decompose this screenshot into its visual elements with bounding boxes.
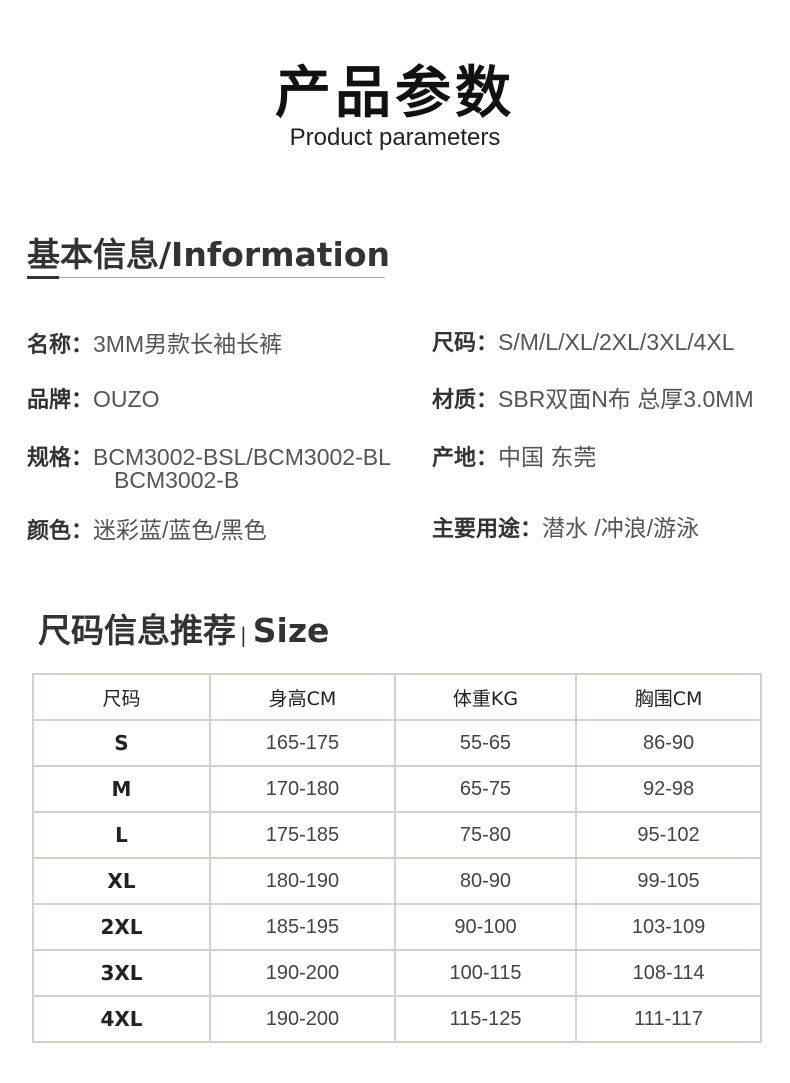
table-cell: 103-109 — [575, 903, 762, 951]
size-heading-en: Size — [252, 611, 330, 650]
size-heading-cn: 尺码信息推荐 — [38, 611, 236, 650]
table-row: 4XL 190-200 115-125 111-117 — [32, 995, 762, 1043]
table-row: 3XL 190-200 100-115 108-114 — [32, 949, 762, 997]
info-name: 名称：3MM男款长袖长裤 — [27, 325, 282, 359]
info-value: SBR双面N布 总厚3.0MM — [498, 386, 754, 412]
table-cell: 75-80 — [393, 811, 578, 859]
table-cell: 115-125 — [393, 995, 578, 1043]
table-cell: 2XL — [32, 903, 211, 951]
info-value: S/M/L/XL/2XL/3XL/4XL — [498, 329, 735, 355]
info-value: 潜水 /冲浪/游泳 — [542, 515, 700, 541]
table-row: L 175-185 75-80 95-102 — [32, 811, 762, 859]
info-value: 迷彩蓝/蓝色/黑色 — [93, 517, 267, 543]
table-cell: 185-195 — [209, 903, 396, 951]
table-cell: 3XL — [32, 949, 211, 997]
size-table: 尺码 身高CM 体重KG 胸围CM S 165-175 55-65 86-90 M 170… — [32, 673, 762, 1043]
page-subtitle: Product parameters — [289, 124, 501, 151]
table-cell: 92-98 — [575, 765, 762, 813]
table-row: S 165-175 55-65 86-90 — [32, 719, 762, 767]
table-cell: 99-105 — [575, 857, 762, 905]
info-sizes: 尺码：S/M/L/XL/2XL/3XL/4XL — [432, 325, 735, 357]
info-material: 材质：SBR双面N布 总厚3.0MM — [432, 380, 754, 414]
info-label: 品牌： — [27, 388, 94, 413]
table-row: XL 180-190 80-90 99-105 — [32, 857, 762, 905]
table-cell: 180-190 — [209, 857, 396, 905]
table-cell: 80-90 — [393, 857, 578, 905]
page-title: 产品参数 — [275, 61, 515, 126]
info-spec: 规格：BCM3002-BSL/BCM3002-BL — [27, 440, 391, 472]
table-cell: 100-115 — [393, 949, 578, 997]
info-value: OUZO — [93, 386, 160, 412]
info-color: 颜色：迷彩蓝/蓝色/黑色 — [27, 511, 267, 545]
table-cell: 190-200 — [209, 949, 396, 997]
table-cell: XL — [32, 857, 211, 905]
table-cell: 190-200 — [209, 995, 396, 1043]
table-cell: 65-75 — [393, 765, 578, 813]
info-label: 规格： — [27, 446, 94, 471]
column-header: 尺码 — [32, 673, 211, 721]
column-header: 体重KG — [393, 673, 578, 721]
size-heading-separator: | — [240, 623, 247, 647]
table-cell: 90-100 — [393, 903, 578, 951]
info-value: BCM3002-BSL/BCM3002-BL — [93, 444, 391, 470]
info-brand: 品牌：OUZO — [27, 382, 159, 414]
table-cell: L — [32, 811, 211, 859]
size-heading: 尺码信息推荐 | Size — [38, 604, 329, 652]
info-usage: 主要用途：潜水 /冲浪/游泳 — [432, 509, 699, 543]
info-label: 尺码： — [432, 331, 499, 356]
info-divider-accent — [27, 276, 59, 279]
table-cell: 165-175 — [209, 719, 396, 767]
info-label: 名称： — [27, 333, 94, 358]
table-cell: 170-180 — [209, 765, 396, 813]
info-label: 主要用途： — [432, 517, 543, 542]
table-cell: S — [32, 719, 211, 767]
table-cell: 86-90 — [575, 719, 762, 767]
table-cell: M — [32, 765, 211, 813]
info-origin: 产地：中国 东莞 — [432, 438, 596, 472]
info-label: 产地： — [432, 446, 499, 471]
column-header: 胸围CM — [575, 673, 762, 721]
table-cell: 111-117 — [575, 995, 762, 1043]
table-cell: 95-102 — [575, 811, 762, 859]
table-cell: 4XL — [32, 995, 211, 1043]
table-header-row: 尺码 身高CM 体重KG 胸围CM — [32, 673, 762, 721]
table-cell: 175-185 — [209, 811, 396, 859]
info-spec-line2: BCM3002-B — [114, 467, 240, 493]
info-value: 中国 东莞 — [498, 444, 597, 470]
table-row: M 170-180 65-75 92-98 — [32, 765, 762, 813]
table-row: 2XL 185-195 90-100 103-109 — [32, 903, 762, 951]
info-divider — [27, 277, 385, 278]
info-label: 颜色： — [27, 519, 94, 544]
table-cell: 108-114 — [575, 949, 762, 997]
info-label: 材质： — [432, 388, 499, 413]
column-header: 身高CM — [209, 673, 396, 721]
info-heading: 基本信息/Information — [27, 235, 391, 274]
info-value: 3MM男款长袖长裤 — [93, 331, 283, 357]
table-cell: 55-65 — [393, 719, 578, 767]
